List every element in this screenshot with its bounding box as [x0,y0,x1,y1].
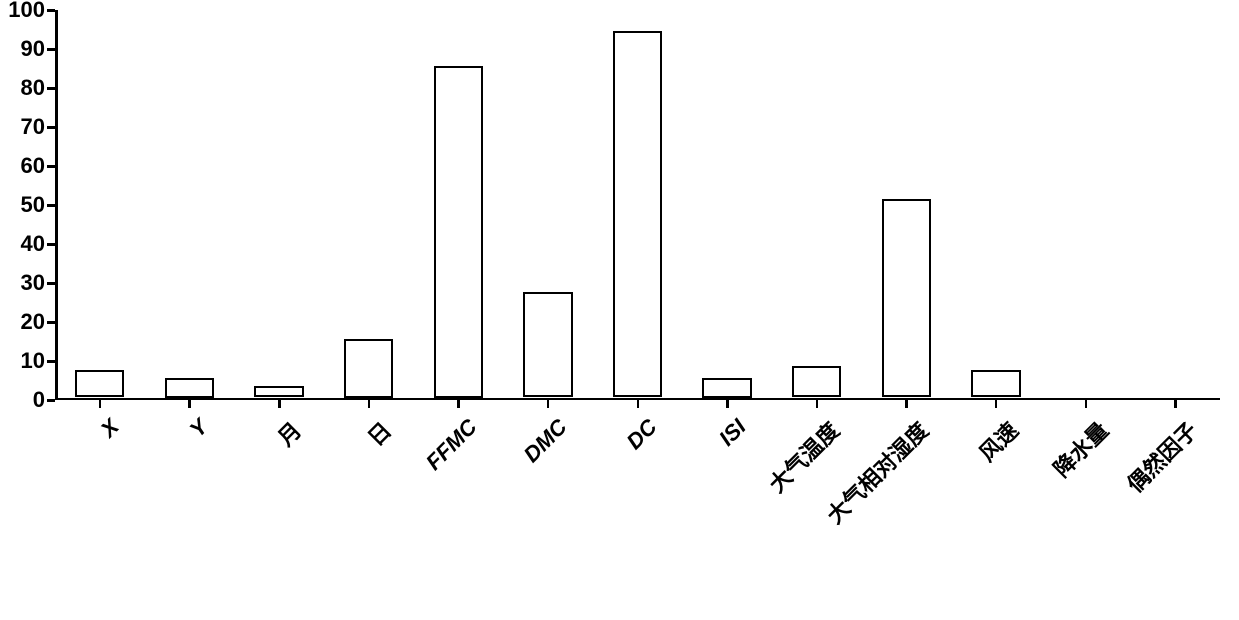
bar [702,378,751,398]
xtick-mark [1174,400,1177,408]
ytick-mark [47,9,55,12]
bar [254,386,303,398]
ytick-label: 50 [0,192,45,218]
ytick-mark [47,282,55,285]
ytick-mark [47,243,55,246]
xtick-mark [816,400,819,408]
ytick-label: 70 [0,114,45,140]
bar [792,366,841,397]
xtick-mark [278,400,281,408]
xtick-mark [188,400,191,408]
xtick-mark [457,400,460,408]
bar [523,292,572,397]
ytick-label: 100 [0,0,45,23]
ytick-mark [47,48,55,51]
ytick-mark [47,87,55,90]
xtick-mark [368,400,371,408]
ytick-label: 30 [0,270,45,296]
ytick-label: 60 [0,153,45,179]
xtick-mark [726,400,729,408]
ytick-mark [47,360,55,363]
ytick-mark [47,399,55,402]
xtick-mark [547,400,550,408]
bar [613,31,662,398]
xtick-mark [905,400,908,408]
ytick-mark [47,165,55,168]
bar-chart: 0102030405060708090100XY月日FFMCDMCDCISI大气… [55,10,1220,400]
xtick-mark [637,400,640,408]
ytick-mark [47,204,55,207]
xtick-mark [1085,400,1088,408]
ytick-label: 40 [0,231,45,257]
ytick-label: 20 [0,309,45,335]
ytick-mark [47,126,55,129]
bar [434,66,483,398]
ytick-mark [47,321,55,324]
chart-wrap: 0102030405060708090100XY月日FFMCDMCDCISI大气… [0,0,1239,557]
y-axis [55,10,58,400]
xtick-mark [99,400,102,408]
bar [882,199,931,398]
ytick-label: 80 [0,75,45,101]
ytick-label: 10 [0,348,45,374]
bar [344,339,393,398]
bar [971,370,1020,397]
xtick-mark [995,400,998,408]
bar [165,378,214,398]
ytick-label: 90 [0,36,45,62]
bar [75,370,124,397]
ytick-label: 0 [0,387,45,413]
